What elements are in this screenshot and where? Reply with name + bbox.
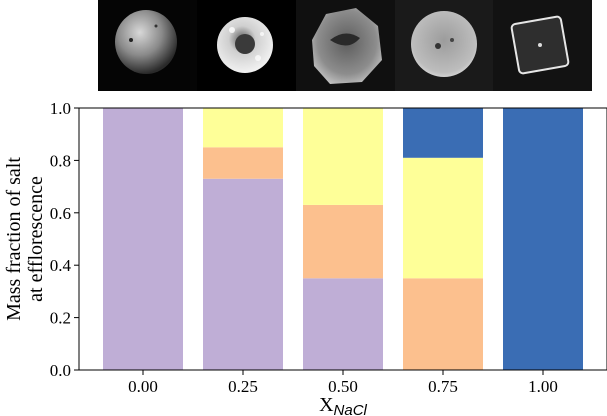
bar-segment-0.75-1 xyxy=(403,278,483,370)
x-tick-label: 0.25 xyxy=(228,377,258,396)
y-tick-label: 0.0 xyxy=(50,361,71,380)
bar-segment-0.25-1 xyxy=(203,147,283,179)
x-tick-label: 0.00 xyxy=(128,377,158,396)
x-axis-label-sub: NaCl xyxy=(334,402,368,416)
x-tick-label: 0.75 xyxy=(428,377,458,396)
y-tick-label: 0.4 xyxy=(50,256,72,275)
y-axis-label-2: at efflorescence xyxy=(25,176,47,302)
plot-area xyxy=(103,108,583,370)
y-tick-label: 1.0 xyxy=(50,99,71,118)
y-axis-label: Mass fraction of salt xyxy=(3,157,25,321)
x-axis-label-main: X xyxy=(319,394,334,416)
plot-frame xyxy=(78,107,607,371)
x-axis-ticks: 0.00 0.25 0.50 0.75 1.00 xyxy=(128,370,558,396)
cubic-crystal-particle-image xyxy=(510,15,570,75)
textured-particle-image xyxy=(411,11,477,77)
bar-segment-0.75-2 xyxy=(403,157,483,279)
irregular-particle-image xyxy=(312,8,382,84)
bar-segment-1.00-3 xyxy=(503,108,583,370)
y-axis-ticks: 0.0 0.2 0.4 0.6 0.8 1.0 xyxy=(50,99,79,380)
x-tick-label: 0.50 xyxy=(328,377,358,396)
bar-segment-0.00-0 xyxy=(103,108,183,370)
bar-segment-0.25-2 xyxy=(203,108,283,148)
bar-segment-0.75-3 xyxy=(403,108,483,158)
x-tick-label: 1.00 xyxy=(528,377,558,396)
sphere-particle-image xyxy=(115,10,177,74)
bar-segment-0.50-2 xyxy=(303,108,383,205)
y-tick-label: 0.6 xyxy=(50,204,71,223)
bar-segment-0.50-1 xyxy=(303,204,383,279)
y-axis-label-line-1: Mass fraction of salt xyxy=(3,157,25,321)
bar-segment-0.25-0 xyxy=(203,178,283,370)
x-axis-label: XNaCl xyxy=(319,394,367,416)
bar-segment-0.50-0 xyxy=(303,278,383,370)
rough-sphere-particle-image xyxy=(217,17,273,73)
y-tick-label: 0.8 xyxy=(50,151,71,170)
y-tick-label: 0.2 xyxy=(50,309,71,328)
micrograph-strip xyxy=(98,0,592,91)
